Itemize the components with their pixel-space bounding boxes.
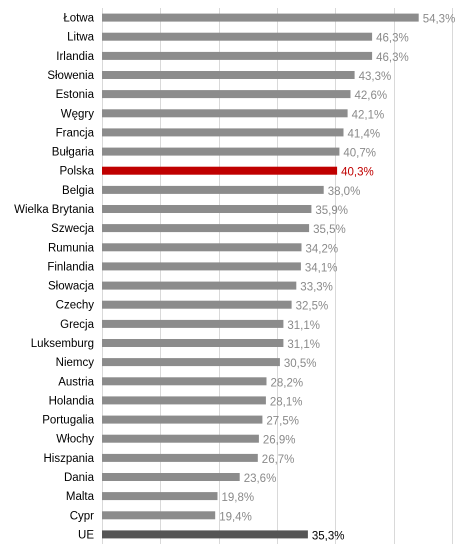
bar [102,453,258,462]
bar [102,109,348,118]
category-label: Węgry [61,108,94,120]
value-label: 27,5% [266,416,299,428]
category-label: Bułgaria [52,147,95,159]
bar [102,13,419,22]
value-label: 28,2% [271,377,304,389]
category-label: Estonia [56,89,95,101]
category-label: Litwa [67,32,94,44]
bar [102,185,324,194]
bar [102,224,310,233]
value-label: 31,1% [287,320,320,332]
bar [102,128,344,137]
value-label: 30,5% [284,358,317,370]
category-label: Łotwa [63,13,94,25]
value-label: 54,3% [423,14,456,26]
category-label: Austria [58,376,94,388]
bar [102,243,302,252]
bar [102,281,297,290]
category-label: Dania [64,472,95,484]
bar [102,32,373,41]
bar [102,473,240,481]
value-label: 34,1% [305,262,338,274]
bar [102,166,338,175]
value-label: 46,3% [376,33,409,45]
bar [102,358,280,367]
category-label: Portugalia [42,415,94,427]
bar [102,530,308,539]
value-label: 19,8% [222,492,255,504]
category-label: Szwecja [51,223,94,235]
category-label: Francja [56,127,95,139]
value-label: 42,6% [355,90,388,102]
category-label: Włochy [56,434,94,446]
category-label: Polska [59,166,94,178]
value-label: 19,4% [219,511,252,523]
value-label: 35,5% [313,224,346,236]
bar [102,396,266,405]
value-label: 31,1% [287,339,320,351]
bar [102,377,267,386]
value-label: 40,7% [343,148,376,160]
category-label: Irlandia [56,51,94,63]
value-labels: 54,3% 46,3% 46,3% 43,3% 42,6% 42,1% 41,4% 40,7%… [219,14,455,543]
value-label: 42,1% [352,109,385,121]
category-label: Luksemburg [31,338,94,350]
bar [102,300,292,309]
bar [102,51,373,60]
bar [102,492,218,501]
category-label: Rumunia [48,242,95,254]
bar [102,339,284,347]
value-label: 23,6% [244,473,277,485]
bar [102,147,340,156]
category-label: Czechy [56,300,95,312]
value-label: 33,3% [300,282,333,294]
category-label: Hiszpania [44,453,95,465]
category-label: Belgia [62,185,95,197]
value-label: 35,3% [312,530,345,542]
bar [102,205,312,213]
value-label: 26,7% [262,454,295,466]
category-label: Cypr [70,510,94,522]
value-label: 34,2% [306,243,339,255]
category-label: Finlandia [47,261,94,273]
value-label: 28,1% [270,396,303,408]
bar [102,319,284,328]
category-labels: Łotwa Litwa Irlandia Słowenia Estonia Węgry Fr… [14,13,94,542]
value-label: 46,3% [376,52,409,64]
category-label: Wielka Brytania [14,204,94,216]
category-label: Grecja [60,319,94,331]
value-label: 35,9% [315,205,348,217]
value-label: 40,3% [341,167,374,179]
bar [102,90,351,99]
value-label: 41,4% [348,128,381,140]
category-label: Słowacja [48,281,95,293]
value-label: 43,3% [359,71,392,83]
value-label: 32,5% [296,301,329,313]
bar [102,262,301,271]
bar [102,511,216,520]
category-label: Holandia [49,395,95,407]
category-label: Malta [66,491,95,503]
bar [102,415,263,424]
category-label: UE [78,529,94,541]
bar-series [102,13,419,539]
category-label: Niemcy [56,357,95,369]
bar [102,71,355,79]
bar [102,434,259,443]
category-label: Słowenia [47,70,94,82]
value-label: 38,0% [328,186,361,198]
value-label: 26,9% [263,435,296,447]
